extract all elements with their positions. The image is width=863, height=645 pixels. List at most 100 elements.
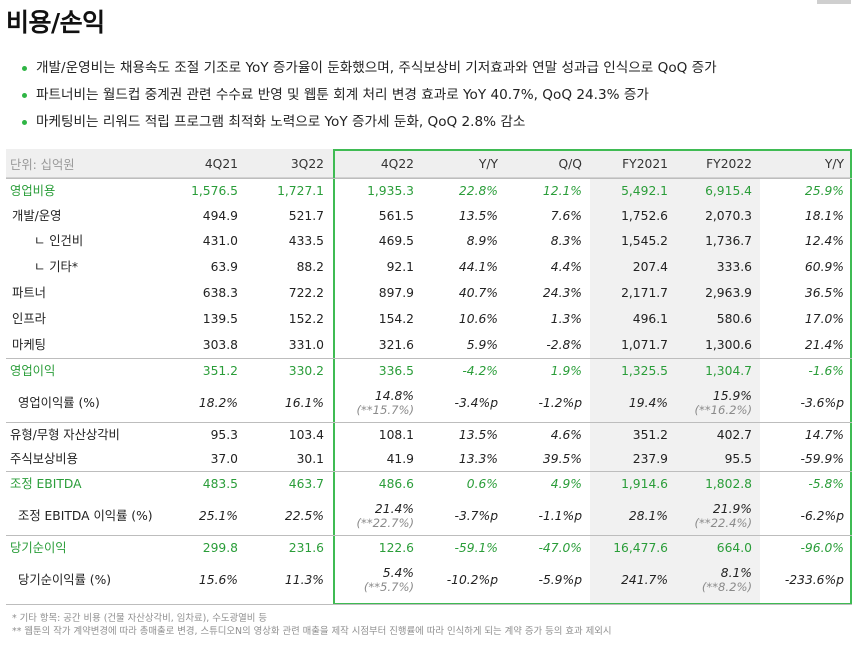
table-cell: 1,935.3 — [367, 183, 414, 198]
bullet-dot-icon — [22, 120, 27, 125]
table-cell: -5.8% — [808, 477, 844, 491]
table-row: ㄴ 인건비 431.0 433.5 469.5 8.9% 8.3% 1,545.2 1,736… — [6, 228, 852, 254]
table-cell: 139.5 — [202, 312, 238, 326]
table-cell: 88.2 — [296, 260, 324, 274]
table-cell: 336.5 — [378, 364, 414, 378]
table-cell: -47.0% — [538, 541, 582, 555]
table-row: 주식보상비용 37.0 30.1 41.9 13.3% 39.5% 237.9 95.5 -59… — [6, 447, 852, 471]
table-cell: 638.3 — [202, 286, 238, 300]
table-cell: 722.2 — [288, 286, 324, 300]
table-cell: 4.6% — [550, 427, 582, 442]
table-cell: 0.6% — [466, 477, 498, 491]
cell-value: 8.1% — [720, 566, 752, 580]
cell-value: 21.4% — [374, 502, 414, 516]
unit-label: 단위: 십억원 — [10, 157, 75, 172]
table-row: 당기순이익률 (%) 15.6% 11.3% 5.4% (**5.7%) -10.2%p -… — [6, 561, 852, 599]
table-cell: 25.9% — [804, 183, 844, 198]
table-cell: 207.4 — [632, 260, 668, 274]
row-label: 영업비용 — [10, 183, 56, 198]
table-cell: 402.7 — [716, 427, 752, 442]
col-header: Q/Q — [558, 156, 582, 171]
table-cell: 21.4% (**22.7%) — [332, 497, 422, 535]
col-header: Y/Y — [478, 156, 498, 171]
table-row: 유형/무형 자산상각비 95.3 103.4 108.1 13.5% 4.6% 351.2 4… — [6, 422, 852, 447]
row-label: 조정 EBITDA — [10, 477, 82, 491]
table-cell: 12.1% — [542, 183, 582, 198]
table-cell: 1.9% — [550, 364, 582, 378]
table-cell: 5.4% (**5.7%) — [332, 561, 422, 599]
table-cell: 483.5 — [202, 477, 238, 491]
table-cell: 95.5 — [724, 452, 752, 466]
table-row: 인프라 139.5 152.2 154.2 10.6% 1.3% 496.1 580.6 17.… — [6, 306, 852, 332]
table-cell: 22.8% — [458, 183, 498, 198]
table-cell: 1,802.8 — [705, 477, 752, 491]
table-cell: -59.1% — [454, 541, 498, 555]
table-cell: -233.6%p — [784, 573, 844, 587]
header-divider — [6, 178, 852, 179]
cell-adjusted-value: (**5.7%) — [363, 580, 414, 594]
col-header: 4Q22 — [380, 156, 414, 171]
table-cell: 15.9% (**16.2%) — [676, 384, 760, 422]
table-cell: 237.9 — [632, 452, 668, 466]
table-cell: 333.6 — [716, 260, 752, 274]
table-cell: 431.0 — [202, 234, 238, 248]
cost-income-table: 단위: 십억원 4Q21 3Q22 4Q22 Y/Y Q/Q FY2021 FY… — [6, 149, 852, 605]
row-label: 영업이익 — [10, 364, 56, 378]
table-cell: 7.6% — [550, 208, 582, 223]
table-bottom-line — [6, 604, 852, 605]
table-cell: 108.1 — [378, 427, 414, 442]
table-cell: 14.7% — [804, 427, 844, 442]
cell-adjusted-value: (**22.4%) — [694, 516, 752, 530]
col-header: FY2021 — [622, 156, 668, 171]
table-cell: 2,070.3 — [705, 208, 752, 223]
table-row: 조정 EBITDA 이익률 (%) 25.1% 22.5% 21.4% (**22.7%… — [6, 497, 852, 535]
table-cell: 1,914.6 — [621, 477, 668, 491]
table-row: 영업이익 351.2 330.2 336.5 -4.2% 1.9% 1,325.5 1,304… — [6, 358, 852, 384]
table-cell: 231.6 — [288, 541, 324, 555]
corner-decoration — [817, 0, 851, 4]
table-cell: 1,300.6 — [705, 338, 752, 352]
table-cell: 241.7% — [621, 573, 668, 587]
table-cell: 4.9% — [550, 477, 582, 491]
table-cell: 494.9 — [202, 208, 238, 223]
table-cell: 22.5% — [284, 509, 324, 523]
table-cell: 463.7 — [288, 477, 324, 491]
table-cell: 21.4% — [804, 338, 844, 352]
row-label: 당기순이익률 (%) — [18, 573, 112, 587]
table-cell: 664.0 — [716, 541, 752, 555]
bullet-item: 파트너비는 월드컵 중계권 관련 수수료 반영 및 웹툰 회계 처리 변경 효과… — [22, 85, 717, 112]
table-cell: 28.1% — [628, 509, 668, 523]
bullet-item: 개발/운영비는 채용속도 조절 기조로 YoY 증가율이 둔화했으며, 주식보상… — [22, 58, 717, 85]
table-cell: 496.1 — [632, 312, 668, 326]
table-cell: 21.9% (**22.4%) — [676, 497, 760, 535]
section-divider — [6, 471, 852, 472]
table-cell: -6.2%p — [800, 509, 844, 523]
table-cell: 2,963.9 — [705, 286, 752, 300]
table-cell: 44.1% — [458, 260, 498, 274]
table-cell: 37.0 — [210, 452, 238, 466]
table-cell: 152.2 — [288, 312, 324, 326]
row-label: 개발/운영 — [12, 208, 62, 223]
table-cell: 24.3% — [542, 286, 582, 300]
table-cell: 13.5% — [458, 208, 498, 223]
table-cell: 561.5 — [378, 208, 414, 223]
table-cell: 18.2% — [198, 396, 238, 410]
table-cell: 41.9 — [386, 452, 414, 466]
col-header: Y/Y — [824, 156, 844, 171]
table-row: 마케팅 303.8 331.0 321.6 5.9% -2.8% 1,071.7 1,300.… — [6, 332, 852, 358]
table-cell: 1,727.1 — [277, 183, 324, 198]
row-label: 파트너 — [12, 286, 46, 300]
table-cell: 433.5 — [288, 234, 324, 248]
table-row: 조정 EBITDA 483.5 463.7 486.6 0.6% 4.9% 1,914.6 1… — [6, 471, 852, 497]
table-cell: -3.7%p — [454, 509, 498, 523]
row-label: 마케팅 — [12, 338, 46, 352]
table-row: 영업이익률 (%) 18.2% 16.1% 14.8% (**15.7%) -3.4%p -… — [6, 384, 852, 422]
section-divider — [6, 535, 852, 536]
cell-adjusted-value: (**15.7%) — [356, 403, 414, 417]
cell-adjusted-value: (**22.7%) — [356, 516, 414, 530]
table-cell: 92.1 — [386, 260, 414, 274]
table-cell: 5,492.1 — [621, 183, 668, 198]
table-cell: 36.5% — [804, 286, 844, 300]
table-cell: -59.9% — [800, 452, 844, 466]
table-cell: 1,071.7 — [621, 338, 668, 352]
